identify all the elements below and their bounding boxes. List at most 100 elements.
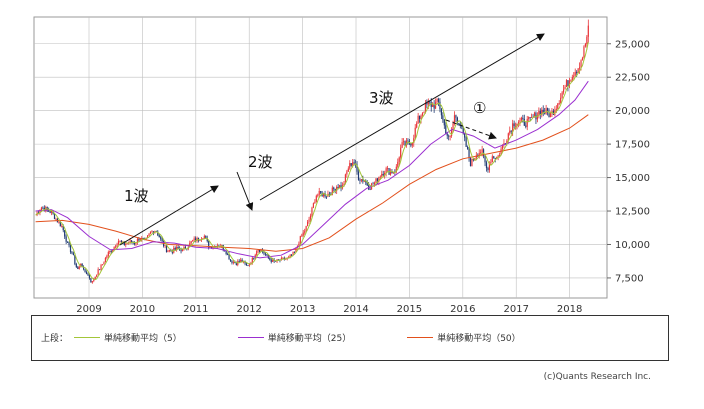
- candle-body: [407, 140, 409, 142]
- candle-body: [433, 104, 435, 109]
- candle-body: [203, 236, 205, 239]
- candle-body: [174, 247, 176, 250]
- candle-body: [509, 130, 511, 134]
- x-tick-label: 2010: [130, 304, 155, 315]
- candle-body: [565, 80, 568, 87]
- candle-body: [469, 157, 472, 167]
- candle-body: [238, 261, 240, 263]
- candle-body: [385, 168, 387, 173]
- candle-body: [359, 179, 361, 181]
- candle-body: [190, 241, 192, 243]
- candle-body: [272, 259, 274, 262]
- candle-body: [164, 245, 166, 247]
- candle-body: [257, 249, 259, 252]
- candle-body: [311, 207, 313, 216]
- candle-body: [318, 190, 320, 195]
- candle-body: [293, 251, 296, 253]
- candle-body: [171, 251, 173, 253]
- candle-body: [263, 251, 265, 254]
- candle-body: [472, 158, 475, 161]
- candle-body: [455, 115, 457, 118]
- price-chart: 7,500 10,000 12,500 15,000 17,500 20,000 22,50…: [33, 16, 650, 315]
- candle-body: [253, 257, 255, 259]
- candle-body: [61, 226, 63, 227]
- candle-body: [148, 233, 150, 236]
- candle-body: [328, 193, 331, 195]
- wave3-arrow: [259, 33, 545, 201]
- legend-label-ma25: 単純移動平均（25）: [267, 334, 352, 344]
- candle-body: [157, 231, 159, 236]
- candle-body: [288, 256, 290, 258]
- legend-swatch-ma50: [407, 337, 434, 338]
- candle-body: [410, 143, 412, 146]
- candle-body: [568, 80, 571, 87]
- candle-body: [536, 115, 539, 120]
- candle-body: [481, 149, 483, 153]
- legend-swatch-ma5: [74, 337, 101, 338]
- candle-body: [474, 158, 476, 161]
- candle-body: [158, 235, 160, 238]
- candle-body: [298, 243, 300, 246]
- candle-body: [382, 173, 384, 176]
- candle-body: [88, 274, 91, 279]
- candle-body: [548, 112, 550, 118]
- candle-body: [161, 238, 163, 242]
- candle-body: [62, 226, 64, 231]
- candle-body: [437, 99, 440, 102]
- candle-body: [449, 136, 451, 137]
- candle-body: [103, 262, 105, 265]
- candle-body: [289, 255, 291, 257]
- candle-body: [53, 213, 56, 220]
- candle-body: [501, 144, 504, 149]
- copyright-text: (c)Quants Research Inc.: [543, 372, 651, 382]
- candle-body: [541, 109, 543, 115]
- candle-body: [384, 172, 386, 176]
- candle-body: [369, 189, 371, 191]
- candle-body: [258, 249, 261, 252]
- candle-body: [325, 196, 328, 198]
- candle-body: [106, 255, 108, 258]
- candle-body: [84, 269, 86, 273]
- candle-body: [100, 264, 102, 270]
- candle-body: [266, 254, 268, 256]
- candle-body: [331, 187, 333, 195]
- candle-body: [146, 235, 149, 238]
- candle-body: [516, 123, 518, 126]
- candle-body: [510, 130, 512, 132]
- candle-body: [138, 238, 140, 241]
- candle-body: [277, 259, 280, 261]
- candle-body: [561, 92, 563, 98]
- candle-body: [68, 242, 70, 246]
- candle-body: [392, 171, 395, 174]
- y-tick-label: 17,500: [615, 140, 650, 151]
- y-tick-label: 7,500: [615, 273, 644, 284]
- candle-body: [308, 219, 310, 222]
- candle-body: [487, 168, 489, 171]
- candle-body: [42, 207, 44, 209]
- candle-body: [260, 249, 262, 252]
- candle-body: [465, 137, 467, 147]
- legend-item-ma5: 単純移動平均（5）: [74, 331, 182, 344]
- candle-body: [142, 238, 144, 239]
- candle-body: [443, 119, 445, 126]
- candle-body: [445, 125, 447, 134]
- candle-body: [488, 163, 491, 171]
- candle-body: [497, 155, 499, 158]
- candle-body: [160, 237, 162, 239]
- candle-body: [498, 155, 501, 156]
- candle-body: [376, 178, 379, 182]
- candle-body: [491, 156, 493, 163]
- wave1-label: 1波: [124, 187, 149, 205]
- candle-body: [378, 177, 380, 182]
- legend-row: 上段： 単純移動平均（5） 単純移動平均（25） 単純移動平均（50）: [41, 331, 577, 344]
- candle-body: [411, 142, 413, 146]
- candle-body: [248, 263, 251, 266]
- candle-body: [71, 251, 73, 254]
- legend-item-ma50: 単純移動平均（50）: [407, 331, 521, 344]
- y-tick-label: 22,500: [615, 73, 650, 84]
- candle-body: [192, 240, 194, 242]
- candle-body: [320, 190, 322, 193]
- candle-body: [418, 115, 421, 120]
- candle-body: [129, 240, 131, 243]
- x-tick-label: 2015: [397, 304, 422, 315]
